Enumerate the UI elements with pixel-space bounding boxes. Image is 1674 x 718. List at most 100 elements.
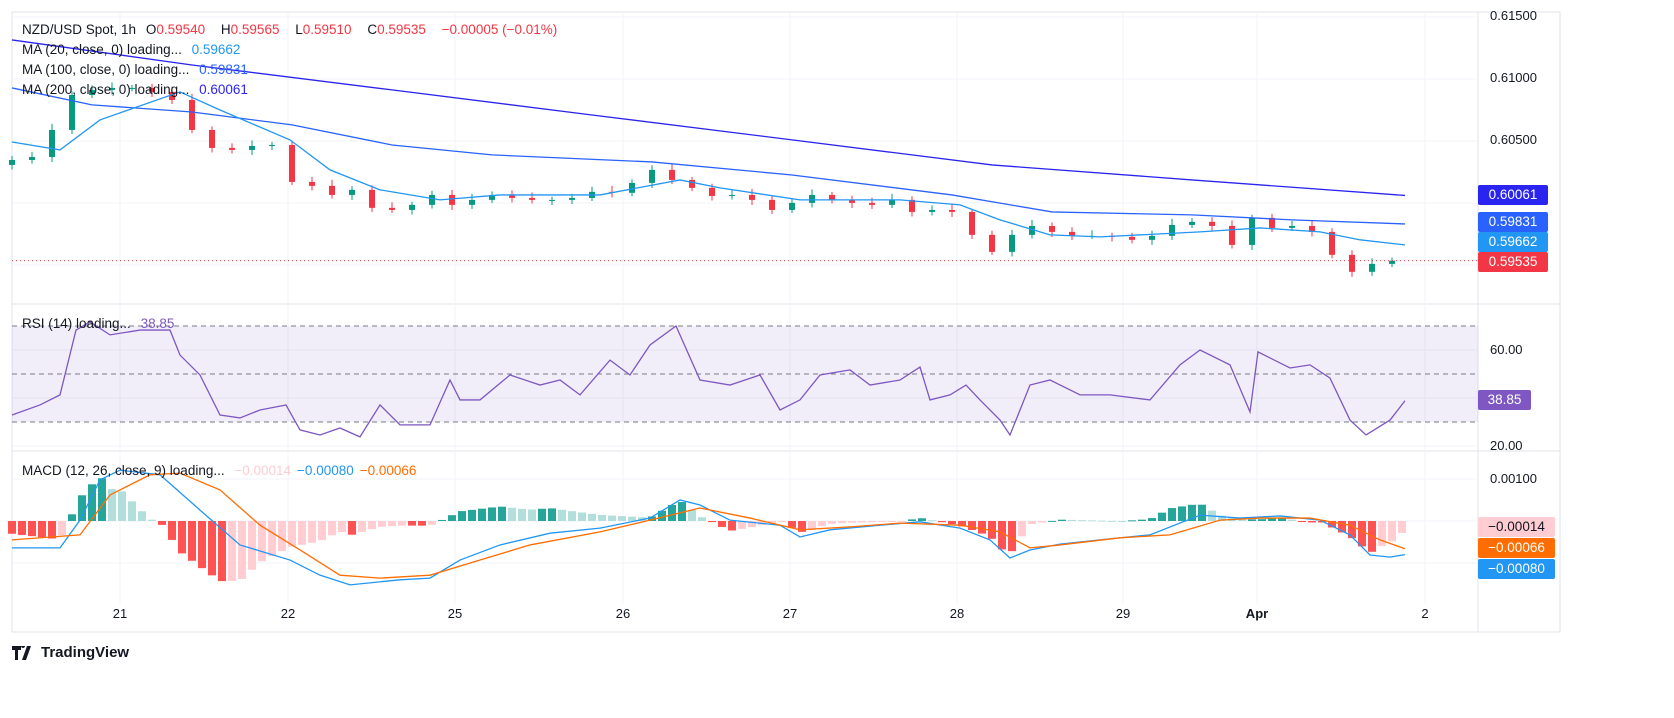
candle-body: [1309, 225, 1315, 232]
macd-histogram-bar: [1308, 521, 1316, 523]
time-label: 2: [1421, 606, 1429, 621]
candle-body: [729, 194, 735, 196]
macd-histogram-bar: [1178, 506, 1186, 521]
macd-histogram-bar: [538, 508, 546, 521]
candle-body: [929, 209, 935, 212]
candle-body: [89, 89, 95, 95]
macd-histogram-bar: [708, 521, 716, 523]
candle-body: [489, 194, 495, 200]
macd-histogram-bar: [1118, 521, 1126, 522]
ma200-legend[interactable]: MA (200, close, 0) loading... 0.60061: [22, 82, 254, 97]
candle-body: [1229, 225, 1235, 245]
ma20-legend[interactable]: MA (20, close, 0) loading... 0.59662: [22, 42, 246, 57]
macd-histogram-bar: [1238, 519, 1246, 521]
close-label: C: [367, 22, 378, 37]
ma100-legend[interactable]: MA (100, close, 0) loading... 0.59831: [22, 62, 254, 77]
rsi-axis-label: 60.00: [1490, 342, 1523, 357]
macd-histogram-bar: [1388, 521, 1396, 542]
candle-body: [329, 185, 335, 195]
macd-histogram-bar: [898, 521, 906, 522]
macd-line-value: −0.00080: [297, 463, 354, 478]
macd-histogram-bar: [948, 521, 956, 525]
macd-histogram-bar: [448, 515, 456, 521]
candle-body: [29, 156, 35, 160]
rsi-line: [11, 321, 1406, 438]
candle-body: [889, 199, 895, 205]
candle-body: [749, 194, 755, 200]
macd-histogram-bar: [818, 521, 826, 527]
macd-histogram-bar: [1338, 521, 1346, 533]
candle-body: [1049, 225, 1055, 232]
macd-histogram-bar: [1088, 520, 1096, 522]
macd-histogram-bar: [578, 512, 586, 521]
macd-histogram-bar: [678, 502, 686, 521]
candle-body: [949, 209, 955, 212]
macd-histogram-bar: [268, 521, 276, 557]
candle-body: [1129, 236, 1135, 240]
macd-histogram-bar: [778, 521, 786, 523]
macd-histogram-bar: [128, 501, 136, 521]
candle-body: [709, 187, 715, 196]
macd-histogram-bar: [838, 521, 846, 524]
candle-body: [449, 194, 455, 205]
macd-histogram-bar: [858, 521, 866, 523]
macd-histogram-bar: [1108, 520, 1116, 522]
macd-histogram-bar: [958, 521, 966, 527]
ma20-price-tag: 0.59662: [1478, 232, 1548, 252]
high-label: H: [220, 22, 231, 37]
macd-histogram-bar: [1278, 517, 1286, 521]
macd-histogram-bar: [98, 478, 106, 521]
candle-body: [649, 169, 655, 183]
macd-histogram-bar: [238, 521, 246, 579]
macd-histogram-bar: [18, 521, 26, 535]
macd-histogram-bar: [328, 521, 336, 536]
candle-body: [1249, 217, 1255, 245]
macd-histogram-bar: [628, 516, 636, 521]
macd-histogram-bar: [348, 521, 356, 535]
rsi-legend[interactable]: RSI (14) loading... 38.85: [22, 316, 180, 331]
ma200-price-tag: 0.60061: [1478, 185, 1548, 205]
candle-body: [189, 99, 195, 130]
ma100-price-tag: 0.59831: [1478, 212, 1548, 232]
macd-histogram-bar: [8, 521, 16, 534]
brand-name: TradingView: [41, 644, 130, 661]
candle-body: [549, 199, 555, 201]
macd-histogram-bar: [878, 521, 886, 522]
candle-body: [529, 197, 535, 200]
open-value: 0.59540: [156, 22, 206, 37]
macd-histogram-bar: [278, 521, 286, 552]
macd-histogram-bar: [938, 521, 946, 523]
macd-line-tag: −0.00080: [1478, 559, 1555, 579]
macd-histogram-bar: [1198, 504, 1206, 521]
macd-histogram-bar: [738, 521, 746, 529]
macd-histogram-bar: [468, 509, 476, 521]
candle-body: [1349, 254, 1355, 272]
macd-legend[interactable]: MACD (12, 26, close, 9) loading... −0.00…: [22, 463, 422, 478]
last-price-tag: 0.59535: [1478, 252, 1548, 272]
macd-histogram-bar: [968, 521, 976, 531]
tradingview-logo-icon: [12, 645, 31, 660]
candle-body: [569, 197, 575, 200]
macd-hist-value: −0.00014: [234, 463, 292, 478]
macd-histogram-bar: [1018, 521, 1026, 537]
macd-axis-label: 0.00100: [1490, 471, 1537, 486]
macd-histogram-bar: [988, 521, 996, 539]
macd-histogram-bar: [828, 521, 836, 524]
macd-histogram-bar: [158, 521, 166, 525]
macd-histogram-bar: [88, 484, 96, 521]
price-axis-label: 0.61500: [1490, 8, 1537, 23]
macd-histogram-bar: [558, 509, 566, 521]
candle-body: [129, 87, 135, 89]
tradingview-logo[interactable]: TradingView: [12, 644, 129, 661]
macd-histogram-bar: [548, 508, 556, 521]
candle-body: [1189, 221, 1195, 225]
candle-body: [1389, 260, 1395, 264]
symbol-title[interactable]: NZD/USD Spot, 1h: [22, 22, 137, 37]
candle-body: [109, 87, 115, 90]
candle-body: [829, 194, 835, 200]
candle-body: [269, 144, 275, 146]
price-axis-label: 0.61000: [1490, 70, 1537, 85]
candle-body: [69, 94, 75, 130]
